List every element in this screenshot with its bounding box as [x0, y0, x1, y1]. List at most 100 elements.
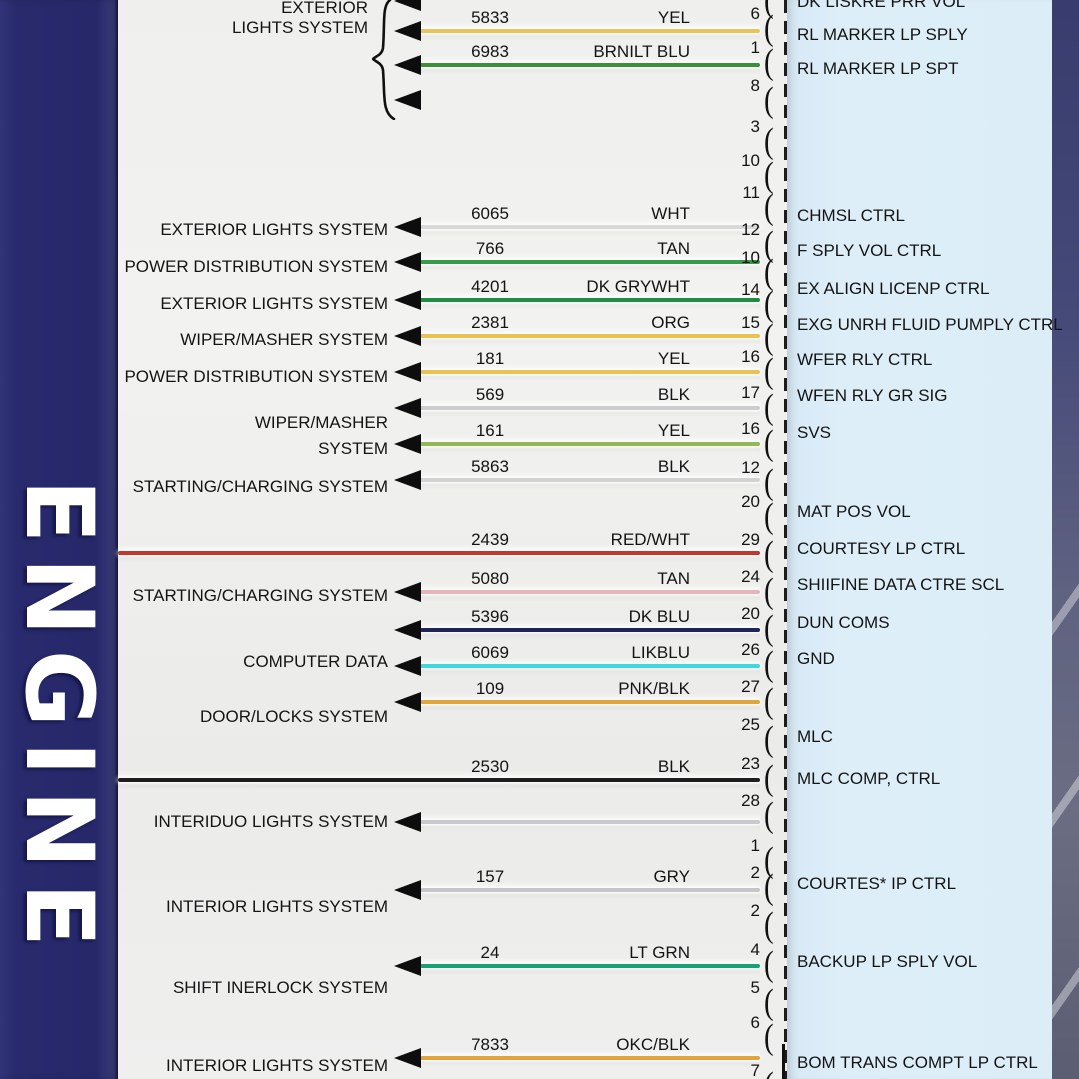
- signal-label: SHIIFINE DATA CTRE SCL: [797, 575, 1005, 594]
- system-label: DOOR/LOCKS SYSTEM: [200, 707, 388, 726]
- wire-number: 181: [475, 349, 505, 368]
- pin-socket-icon: (: [764, 1017, 774, 1057]
- pin-socket-icon: (: [764, 8, 774, 48]
- wire-color-label: PNK/BLK: [618, 679, 690, 698]
- wire-line: [420, 478, 760, 482]
- pin-socket-icon: (: [764, 608, 774, 648]
- connector-arrow-icon: [394, 692, 421, 712]
- connector-arrow-icon: [394, 812, 421, 832]
- pin-number: 10: [741, 151, 760, 170]
- wire-line: [420, 370, 760, 374]
- wire-color-label: YEL: [657, 421, 690, 440]
- connector-arrow-icon: [394, 0, 421, 11]
- group-brace: [372, 0, 396, 120]
- wire-number: 7833: [471, 1035, 509, 1054]
- wire-number: 161: [475, 421, 505, 440]
- connector-arrow-icon: [394, 620, 421, 640]
- pin-number: 23: [741, 754, 760, 773]
- pin-socket-icon: (: [764, 351, 774, 391]
- pin-number: 12: [741, 220, 760, 239]
- pin-socket-icon: (: [764, 224, 774, 264]
- pin-number: 6: [750, 1013, 760, 1032]
- wire-number: 5396: [471, 607, 509, 626]
- connector-arrow-icon: [394, 956, 421, 976]
- wire-line: [420, 406, 760, 410]
- signal-label: RL MARKER LP SPLY: [797, 25, 968, 44]
- engine-band: ENGINE: [0, 0, 118, 1079]
- wire-color-label: BRNILT BLU: [593, 42, 690, 61]
- pin-number: 8: [750, 76, 760, 95]
- signal-label: DUN COMS: [797, 613, 890, 632]
- signal-label: SVS: [797, 423, 832, 442]
- wire-number: 2439: [471, 530, 509, 549]
- page-edge: [1052, 0, 1079, 1079]
- pin-number: 15: [741, 313, 760, 332]
- pin-number: 11: [742, 183, 760, 202]
- connector-arrow-icon: [394, 90, 421, 110]
- pin-number: 20: [741, 492, 760, 511]
- wire-line: [420, 442, 760, 446]
- wire-number: 4201: [471, 277, 509, 296]
- wire-line: [420, 334, 760, 338]
- pin-socket-icon: (: [764, 80, 774, 120]
- system-label: INTERIOR LIGHTS SYSTEM: [166, 897, 388, 916]
- wire-line: [420, 820, 760, 824]
- connector-arrow-icon: [394, 21, 421, 41]
- pin-number: 25: [741, 715, 760, 734]
- connector-panel: [787, 0, 1052, 1079]
- signal-label: F SPLY VOL CTRL: [797, 241, 942, 260]
- pin-number: 26: [741, 640, 760, 659]
- pin-number: 2: [750, 901, 760, 920]
- pin-socket-icon: (: [764, 42, 774, 82]
- connector-arrow-icon: [394, 656, 421, 676]
- pin-socket-icon: (: [764, 0, 774, 20]
- pin-socket-icon: (: [764, 905, 774, 945]
- signal-label: EX ALIGN LICENP CTRL: [797, 279, 990, 298]
- pin-socket-icon: (: [764, 534, 774, 574]
- signal-label: BACKUP LP SPLY VOL: [797, 952, 978, 971]
- wire-number: 5833: [471, 8, 509, 27]
- system-label: EXTERIOR LIGHTS SYSTEM: [160, 294, 388, 313]
- system-label: INTERIDUO LIGHTS SYSTEM: [153, 812, 388, 831]
- pin-number: 14: [741, 280, 760, 299]
- pin-number: 12: [741, 458, 760, 477]
- pin-socket-icon: (: [764, 121, 774, 161]
- pin-number: 28: [741, 791, 760, 810]
- wire-color-label: RED/WHT: [610, 530, 690, 549]
- pin-socket-icon: (: [764, 944, 774, 984]
- pin-number: 6: [750, 4, 760, 23]
- wire-line: [420, 225, 760, 229]
- connector-arrow-icon: [394, 434, 421, 454]
- pin-number: 7: [750, 1061, 760, 1079]
- pin-socket-icon: (: [764, 496, 774, 536]
- pin-number: 2: [750, 863, 760, 882]
- wire-line: [420, 628, 760, 632]
- system-label: COMPUTER DATA: [243, 652, 388, 671]
- pin-socket-icon: (: [764, 284, 774, 324]
- wire-line: [420, 260, 760, 264]
- wire-number: 24: [480, 943, 500, 962]
- signal-label: MLC: [797, 727, 833, 746]
- system-label: SHIFT INERLOCK SYSTEM: [172, 978, 388, 997]
- wire-line: [118, 778, 760, 782]
- wire-number: 5080: [471, 569, 509, 588]
- pin-number: 3: [750, 117, 760, 136]
- system-label: POWER DISTRIBUTION SYSTEM: [124, 367, 388, 386]
- wire-line: [118, 551, 760, 555]
- connector-arrow-icon: [394, 1048, 421, 1068]
- pin-number: 1: [750, 836, 760, 855]
- signal-label: RL MARKER LP SPT: [797, 59, 959, 78]
- wire-color-label: YEL: [657, 349, 690, 368]
- wire-color-label: TAN: [657, 239, 690, 258]
- wire-line: [420, 664, 760, 668]
- pin-socket-icon: (: [764, 155, 774, 195]
- connector-arrow-icon: [394, 326, 421, 346]
- wire-color-label: TAN: [657, 569, 690, 588]
- pin-socket-icon: (: [764, 982, 774, 1022]
- pin-socket-icon: (: [764, 681, 774, 721]
- system-label: EXTERIOR LIGHTS SYSTEM: [160, 220, 388, 239]
- top-group-label-line2: LIGHTS SYSTEM: [231, 18, 368, 37]
- wire-number: 109: [475, 679, 505, 698]
- system-label: SYSTEM: [318, 439, 388, 458]
